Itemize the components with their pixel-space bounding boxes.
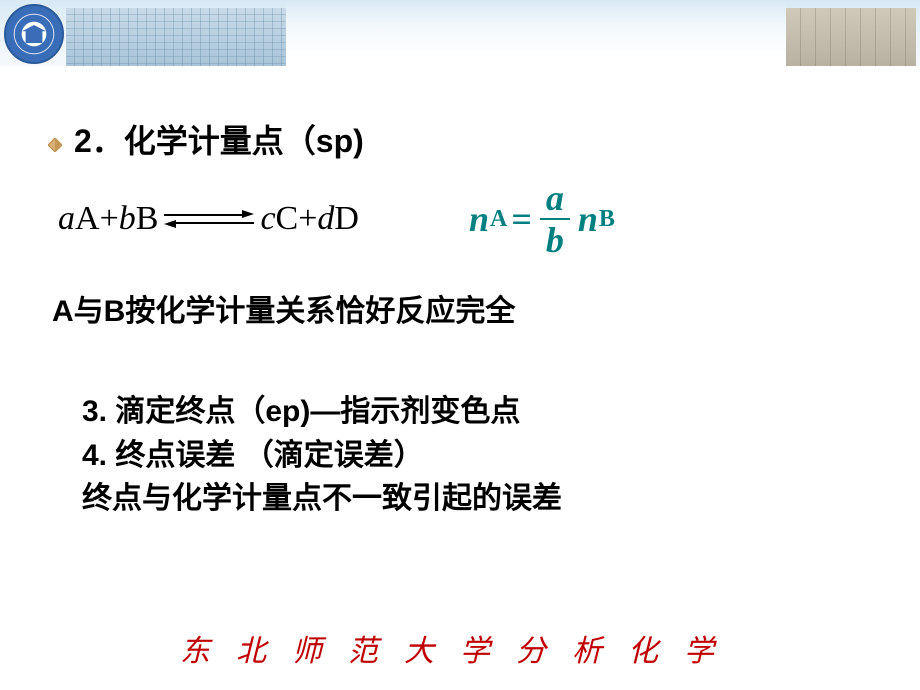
fraction-denominator: b (540, 220, 570, 258)
n-B: n (578, 198, 598, 240)
plus-1: + (100, 200, 119, 238)
points-block: 3. 滴定终点（ep)—指示剂变色点 4. 终点误差 （滴定误差） 终点与化学计… (82, 390, 872, 521)
fraction-numerator: a (540, 180, 570, 220)
explanation-line: A与B按化学计量关系恰好反应完全 (52, 286, 872, 330)
equilibrium-arrow-icon (164, 209, 254, 229)
footer-text: 东北师范大学分析化学 (0, 626, 920, 670)
diamond-bullet-icon (48, 138, 62, 152)
section-heading: 2．化学计量点（sp) (74, 116, 364, 162)
coef-b: b (119, 200, 136, 238)
coef-d: d (317, 200, 334, 238)
fraction: a b (540, 180, 570, 258)
point-4: 4. 终点误差 （滴定误差） (82, 434, 872, 478)
heading-row: 2．化学计量点（sp) (48, 116, 872, 162)
equals: = (511, 198, 532, 240)
university-logo (4, 4, 64, 64)
reaction-equation: aA + bB cC + dD (58, 200, 359, 238)
species-D: D (334, 200, 359, 238)
header-building-right (786, 8, 916, 66)
stoichiometry-formula: nA = a b nB (469, 180, 615, 258)
species-A: A (75, 200, 100, 238)
coef-c: c (260, 200, 275, 238)
equation-row: aA + bB cC + dD nA = a b nB (58, 180, 872, 258)
header-banner (0, 0, 920, 66)
sub-A: A (490, 206, 507, 233)
point-3: 3. 滴定终点（ep)—指示剂变色点 (82, 390, 872, 434)
sub-B: B (599, 206, 615, 233)
slide-content: 2．化学计量点（sp) aA + bB cC + dD nA = a b nB … (0, 66, 920, 521)
plus-2: + (298, 200, 317, 238)
n-A: n (469, 198, 489, 240)
header-building-left (66, 8, 286, 66)
species-C: C (276, 200, 299, 238)
point-4-desc: 终点与化学计量点不一致引起的误差 (82, 477, 872, 521)
header-spacer (286, 0, 786, 66)
coef-a: a (58, 200, 75, 238)
species-B: B (136, 200, 159, 238)
